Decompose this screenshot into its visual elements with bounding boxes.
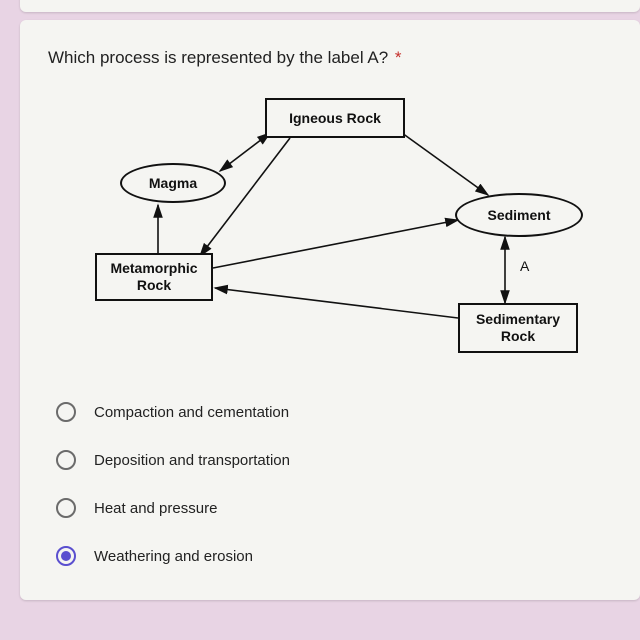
radio-icon [56, 498, 76, 518]
edge-metamorphic-sediment [213, 220, 458, 268]
edge-igneous-sediment [402, 133, 488, 195]
radio-selected-icon [61, 551, 71, 561]
question-card: Which process is represented by the labe… [20, 20, 640, 600]
question-text-content: Which process is represented by the labe… [48, 48, 388, 67]
edge-igneous-metamorphic [200, 138, 290, 256]
previous-question-card: Earth resource [20, 0, 640, 12]
node-magma: Magma [120, 163, 226, 203]
radio-icon [56, 450, 76, 470]
rock-cycle-diagram: Igneous Rock Magma Sediment Metamorphic Roc… [60, 78, 600, 378]
option-label: Heat and pressure [94, 500, 217, 517]
option-label: Deposition and transportation [94, 452, 290, 469]
option-2[interactable]: Heat and pressure [56, 484, 612, 532]
option-1[interactable]: Deposition and transportation [56, 436, 612, 484]
node-igneous: Igneous Rock [265, 98, 405, 138]
option-label: Weathering and erosion [94, 548, 253, 565]
option-0[interactable]: Compaction and cementation [56, 388, 612, 436]
option-3[interactable]: Weathering and erosion [56, 532, 612, 580]
required-asterisk: * [395, 48, 402, 67]
node-sediment: Sediment [455, 193, 583, 237]
question-text: Which process is represented by the labe… [48, 48, 612, 68]
radio-icon [56, 546, 76, 566]
node-sedimentary: Sedimentary Rock [458, 303, 578, 353]
edge-sedimentary-metamorphic [215, 288, 458, 318]
edge-label-A: A [520, 258, 529, 274]
radio-icon [56, 402, 76, 422]
answer-options: Compaction and cementation Deposition and… [56, 388, 612, 580]
edge-magma-igneous [220, 133, 270, 171]
node-metamorphic: Metamorphic Rock [95, 253, 213, 301]
option-label: Compaction and cementation [94, 404, 289, 421]
